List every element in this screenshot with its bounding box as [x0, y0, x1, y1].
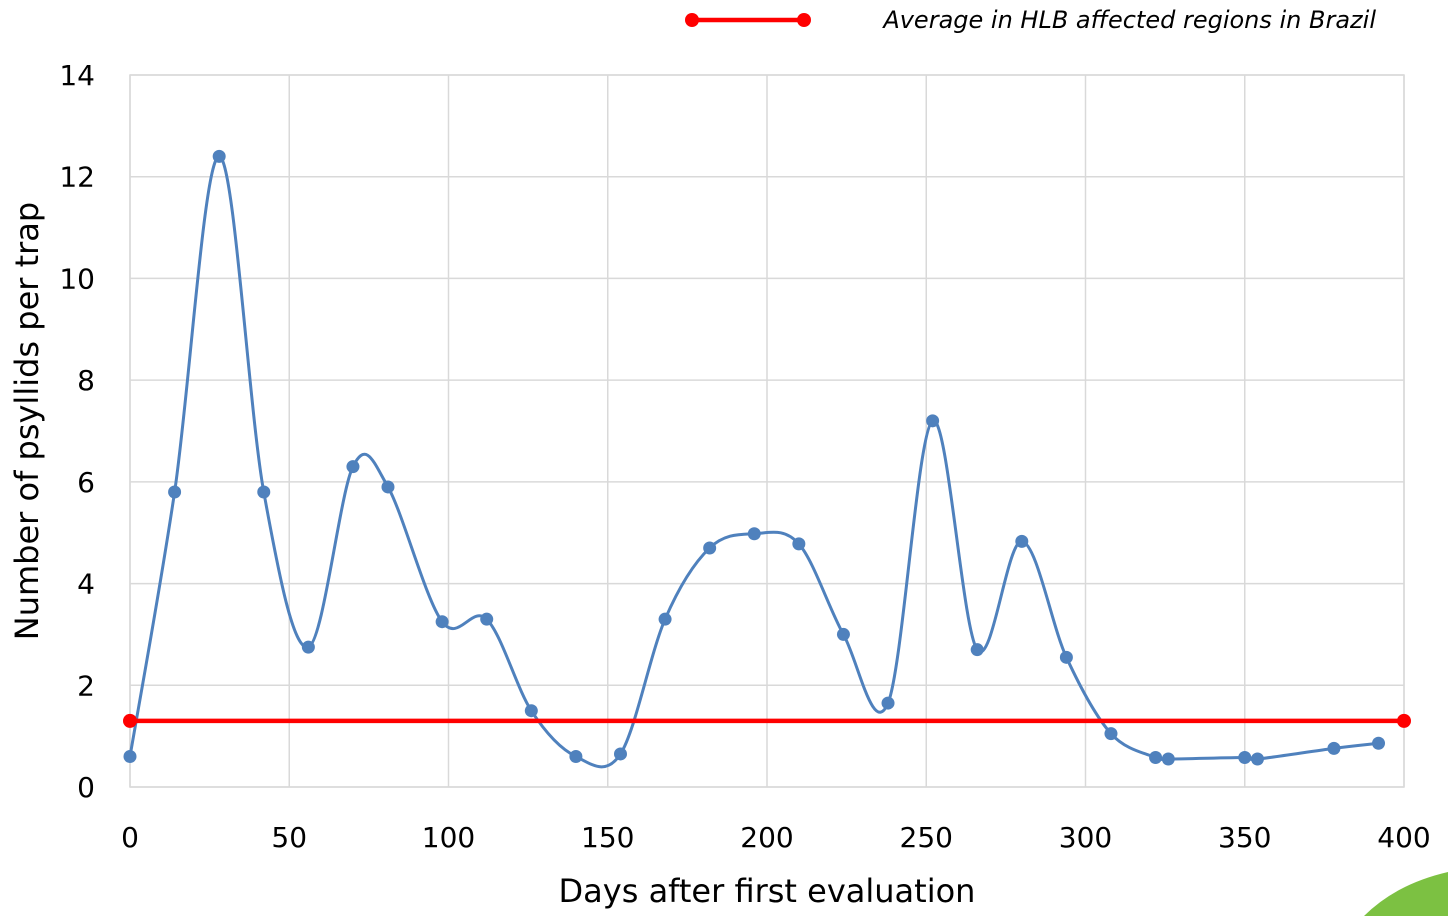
- data-point: [881, 696, 895, 710]
- data-point: [301, 640, 315, 654]
- data-point: [524, 704, 538, 718]
- data-point: [1149, 751, 1163, 765]
- y-tick-label: 2: [77, 669, 95, 702]
- data-point: [1161, 752, 1175, 766]
- legend-marker-dot: [685, 13, 699, 27]
- legend-marker-dot: [797, 13, 811, 27]
- data-point: [480, 612, 494, 626]
- legend: Average in HLB affected regions in Brazi…: [685, 6, 1376, 34]
- x-tick-label: 350: [1218, 821, 1271, 854]
- x-axis: 0 50 100 150 200 250 300 350 400: [121, 821, 1431, 854]
- average-point: [123, 713, 137, 728]
- data-point: [1104, 727, 1118, 741]
- data-point: [926, 414, 940, 428]
- x-tick-label: 150: [581, 821, 634, 854]
- data-point: [658, 612, 672, 626]
- data-point: [1327, 741, 1341, 755]
- plot-area: [129, 74, 1405, 788]
- data-point: [792, 537, 806, 551]
- data-point: [1238, 751, 1252, 765]
- data-point: [381, 480, 395, 494]
- data-point: [613, 747, 627, 761]
- y-tick-label: 12: [59, 161, 95, 194]
- data-point: [212, 149, 226, 163]
- data-point: [703, 541, 717, 555]
- x-tick-label: 50: [271, 821, 307, 854]
- plot-border: [129, 74, 1405, 788]
- data-point: [569, 749, 583, 763]
- y-tick-label: 4: [77, 568, 95, 601]
- x-axis-title: Days after first evaluation: [559, 872, 976, 910]
- logo-arc-decoration: [1364, 872, 1448, 916]
- x-tick-label: 100: [422, 821, 475, 854]
- data-point: [836, 627, 850, 641]
- legend-entry-average: Average in HLB affected regions in Brazi…: [881, 6, 1376, 34]
- data-point: [123, 749, 137, 763]
- x-tick-label: 200: [740, 821, 793, 854]
- y-axis: 0 2 4 6 8 10 12 14: [59, 59, 95, 804]
- y-tick-label: 14: [59, 59, 95, 92]
- data-point: [435, 615, 449, 629]
- data-point: [1015, 534, 1029, 548]
- data-point: [747, 527, 761, 541]
- data-point: [346, 460, 360, 474]
- y-tick-label: 8: [77, 364, 95, 397]
- data-point: [970, 643, 984, 657]
- data-point: [1372, 736, 1386, 750]
- data-point: [168, 485, 182, 499]
- y-tick-label: 0: [77, 771, 95, 804]
- data-point: [1250, 752, 1264, 766]
- x-tick-label: 400: [1377, 821, 1430, 854]
- grid: [129, 74, 1405, 788]
- y-tick-label: 10: [59, 262, 95, 295]
- y-tick-label: 6: [77, 466, 95, 499]
- data-point: [1059, 650, 1073, 664]
- x-tick-label: 0: [121, 821, 139, 854]
- series-line-psyllids: [128, 154, 1379, 769]
- y-axis-title: Number of psyllids per trap: [8, 202, 46, 640]
- data-point: [257, 485, 271, 499]
- series-layer: [123, 149, 1411, 769]
- x-tick-label: 300: [1059, 821, 1112, 854]
- x-tick-label: 250: [900, 821, 953, 854]
- average-point: [1397, 713, 1411, 728]
